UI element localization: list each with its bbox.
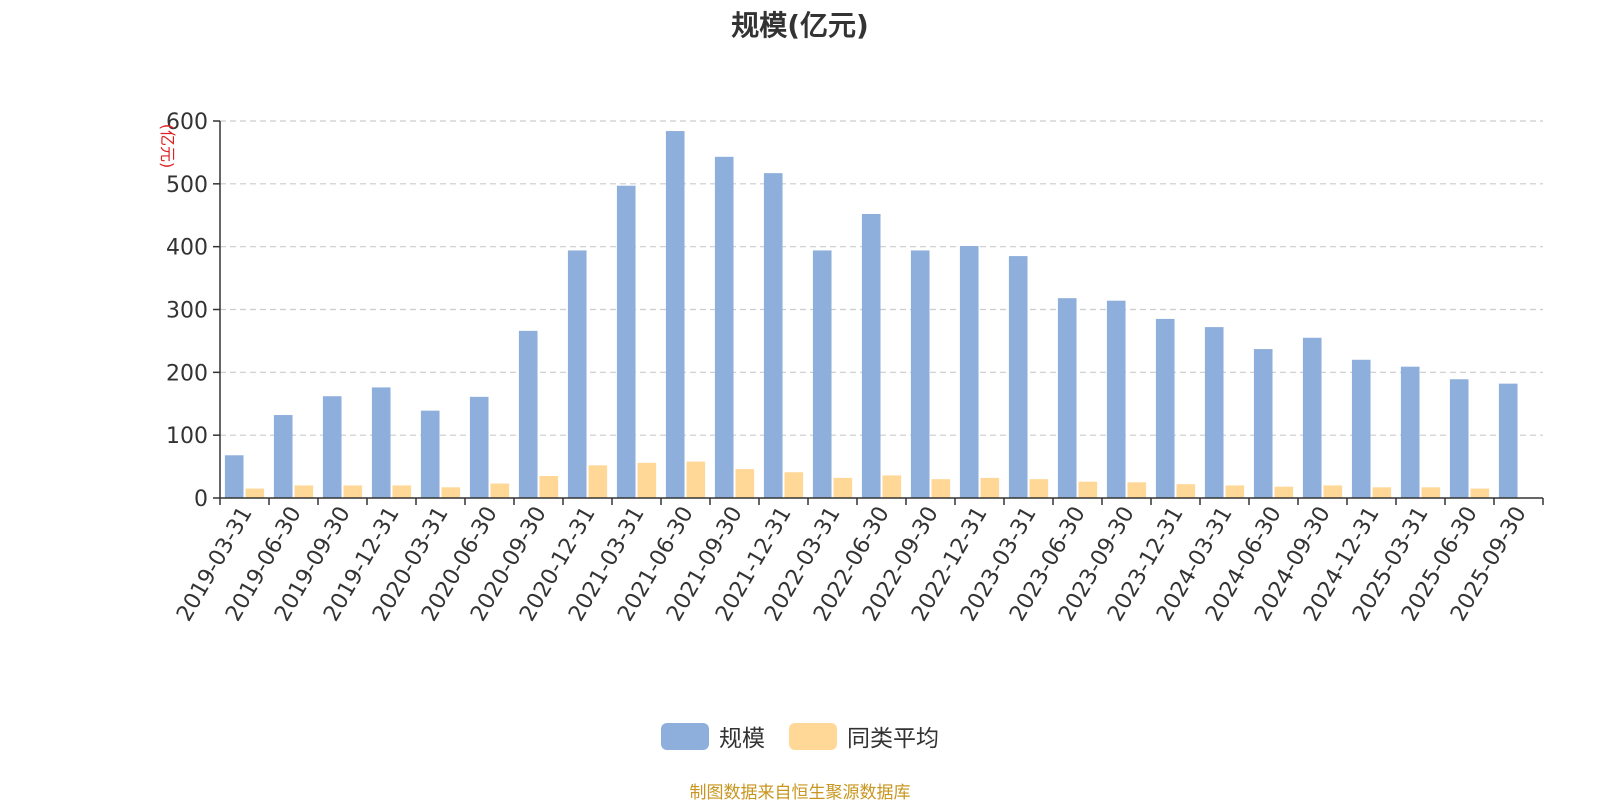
bar-peer-average-2021-12-31 — [784, 472, 804, 498]
bar-scale-2023-06-30 — [1057, 298, 1077, 498]
bar-peer-average-2024-06-30 — [1274, 486, 1294, 498]
bar-scale-2025-06-30 — [1449, 379, 1469, 498]
bar-scale-2020-03-31 — [420, 410, 440, 498]
legend-label-peer-average: 同类平均 — [847, 726, 939, 752]
bar-peer-average-2022-06-30 — [882, 475, 902, 498]
bar-peer-average-2022-09-30 — [931, 479, 951, 498]
legend-swatch-scale — [661, 722, 709, 750]
bar-scale-2021-12-31 — [763, 173, 783, 498]
bar-peer-average-2019-09-30 — [343, 485, 363, 498]
bar-peer-average-2019-12-31 — [392, 485, 412, 498]
bar-peer-average-2025-06-30 — [1470, 488, 1490, 498]
bar-scale-2019-12-31 — [371, 387, 391, 498]
bar-scale-2022-03-31 — [812, 250, 832, 498]
legend-item-peer-average[interactable]: 同类平均 — [789, 719, 939, 753]
data-source-footer: 制图数据来自恒生聚源数据库 — [689, 783, 911, 800]
y-tick-label-300: 300 — [166, 299, 208, 324]
legend-label-scale: 规模 — [719, 726, 765, 752]
y-tick-label-400: 400 — [166, 236, 208, 261]
y-axis-unit-label: (亿元) — [158, 124, 177, 169]
bar-scale-2021-09-30 — [714, 156, 734, 498]
bar-peer-average-2022-03-31 — [833, 477, 853, 498]
bar-scale-2021-06-30 — [665, 131, 685, 498]
bar-scale-2025-03-31 — [1400, 366, 1420, 498]
bar-scale-2023-03-31 — [1008, 256, 1028, 498]
bar-scale-2022-12-31 — [959, 246, 979, 498]
bar-scale-2024-03-31 — [1204, 327, 1224, 498]
bar-peer-average-2023-09-30 — [1127, 482, 1147, 498]
bar-peer-average-2024-12-31 — [1372, 487, 1392, 498]
bar-scale-2019-06-30 — [273, 415, 293, 498]
y-tick-label-600: 600 — [166, 110, 208, 135]
bar-scale-2025-09-30 — [1498, 383, 1518, 498]
bar-scale-2022-09-30 — [910, 250, 930, 498]
bar-peer-average-2022-12-31 — [980, 477, 1000, 498]
bar-peer-average-2025-03-31 — [1421, 487, 1441, 498]
bar-chart: 0100200300400500600(亿元)2019-03-312019-06… — [158, 110, 1544, 626]
bar-peer-average-2019-06-30 — [294, 485, 314, 498]
bar-peer-average-2020-12-31 — [588, 465, 608, 498]
bar-peer-average-2020-06-30 — [490, 483, 510, 498]
bar-peer-average-2020-03-31 — [441, 487, 461, 498]
y-tick-label-100: 100 — [166, 424, 208, 449]
bar-scale-2019-09-30 — [322, 396, 342, 498]
bar-peer-average-2023-12-31 — [1176, 484, 1196, 498]
bar-peer-average-2021-03-31 — [637, 462, 657, 498]
bar-peer-average-2021-09-30 — [735, 469, 755, 498]
bar-peer-average-2019-03-31 — [245, 488, 265, 498]
y-tick-label-500: 500 — [166, 173, 208, 198]
legend: 规模 同类平均 — [0, 719, 1600, 753]
bar-peer-average-2020-09-30 — [539, 476, 559, 498]
bar-peer-average-2024-03-31 — [1225, 485, 1245, 498]
y-tick-label-0: 0 — [194, 487, 208, 512]
bar-scale-2020-06-30 — [469, 396, 489, 498]
bar-peer-average-2023-03-31 — [1029, 479, 1049, 498]
bar-peer-average-2021-06-30 — [686, 461, 706, 498]
bar-scale-2022-06-30 — [861, 213, 881, 498]
bar-scale-2024-06-30 — [1253, 349, 1273, 498]
bar-scale-2021-03-31 — [616, 185, 636, 499]
legend-swatch-peer-average — [789, 722, 837, 750]
y-tick-label-200: 200 — [166, 361, 208, 386]
bar-peer-average-2023-06-30 — [1078, 481, 1098, 498]
bar-scale-2020-12-31 — [567, 250, 587, 498]
bar-scale-2023-12-31 — [1155, 318, 1175, 498]
bar-scale-2024-09-30 — [1302, 337, 1322, 498]
bar-scale-2019-03-31 — [224, 455, 244, 498]
bar-scale-2023-09-30 — [1106, 300, 1126, 498]
bar-scale-2024-12-31 — [1351, 359, 1371, 498]
bar-scale-2020-09-30 — [518, 330, 538, 498]
chart-title: 规模(亿元) — [731, 9, 869, 42]
bar-peer-average-2024-09-30 — [1323, 485, 1343, 498]
legend-item-scale[interactable]: 规模 — [661, 719, 765, 753]
